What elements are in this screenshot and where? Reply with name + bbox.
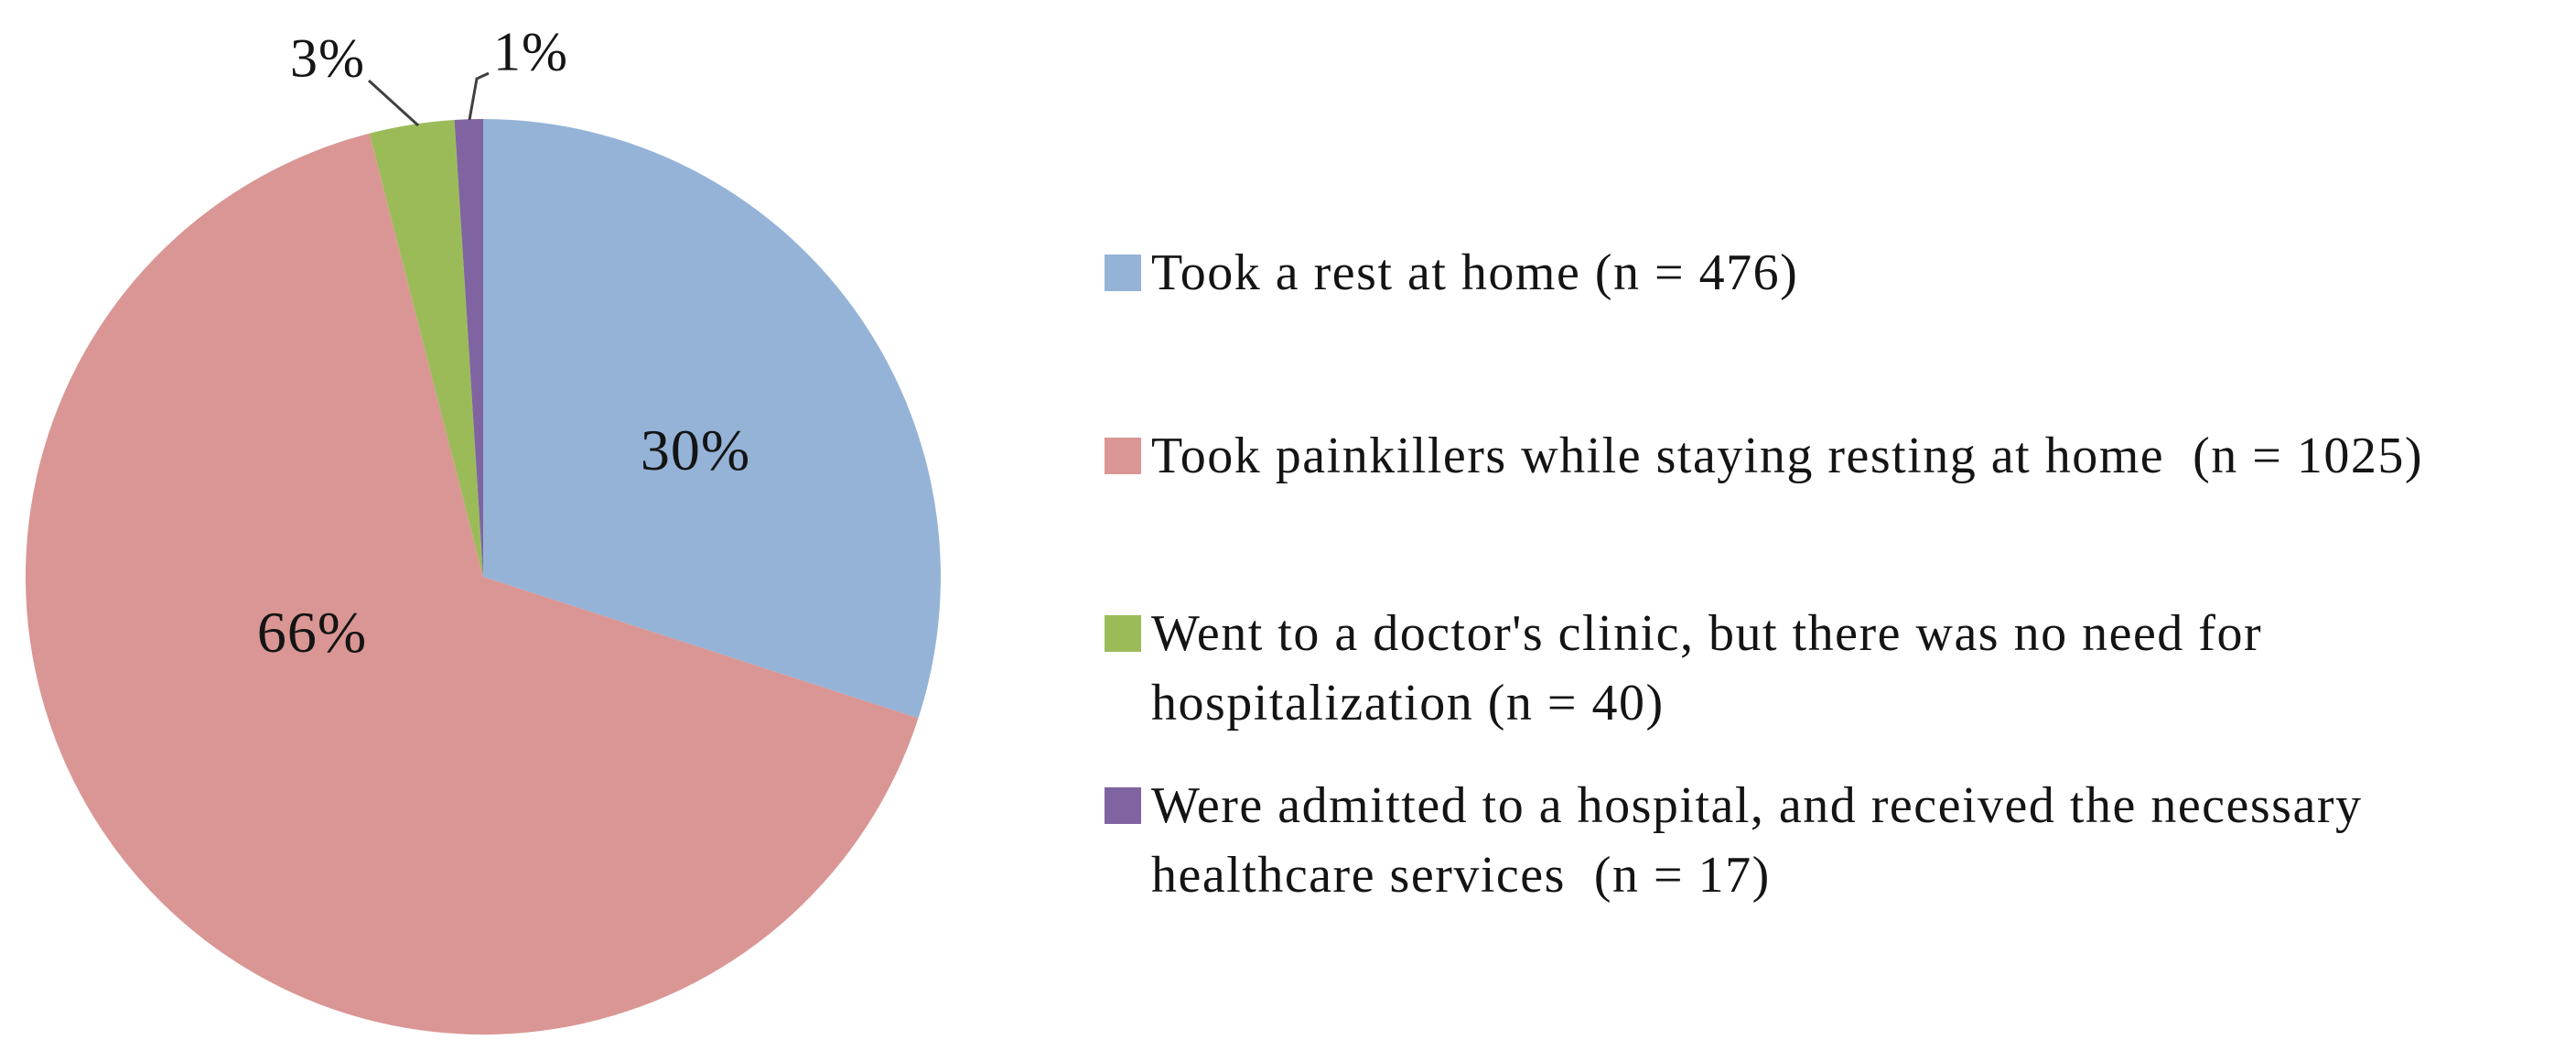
legend-item-label: Took a rest at home (n = 476)	[1151, 244, 1799, 301]
legend-item-label-line-2: healthcare services (n = 17)	[1151, 847, 1771, 904]
legend-color-swatch-doctors-clinic	[1105, 615, 1141, 652]
leader-line-3pct	[367, 79, 420, 127]
slice-label-30pct: 30%	[640, 417, 751, 482]
slice-label-1pct: 1%	[493, 21, 568, 82]
pie-slice-hospital-admitted	[454, 119, 483, 577]
legend-color-swatch-took-rest	[1105, 255, 1141, 291]
slice-label-3pct: 3%	[290, 27, 365, 89]
legend-color-swatch-hospital-admitted	[1105, 787, 1141, 824]
pie-slice-took-rest	[483, 119, 941, 719]
legend-item-label-line-1: Were admitted to a hospital, and receive…	[1151, 777, 2363, 834]
legend-item-label-line-2: hospitalization (n = 40)	[1151, 675, 1665, 731]
slice-label-66pct: 66%	[256, 600, 368, 665]
leader-line-1pct	[468, 71, 490, 121]
legend-item-label: Took painkillers while staying resting a…	[1151, 428, 2423, 484]
legend-item-label-line-1: Went to a doctor's clinic, but there was…	[1151, 605, 2263, 662]
pie-slice-painkillers	[25, 133, 919, 1035]
legend-color-swatch-painkillers	[1105, 438, 1141, 474]
pie-slice-doctors-clinic	[369, 120, 483, 577]
